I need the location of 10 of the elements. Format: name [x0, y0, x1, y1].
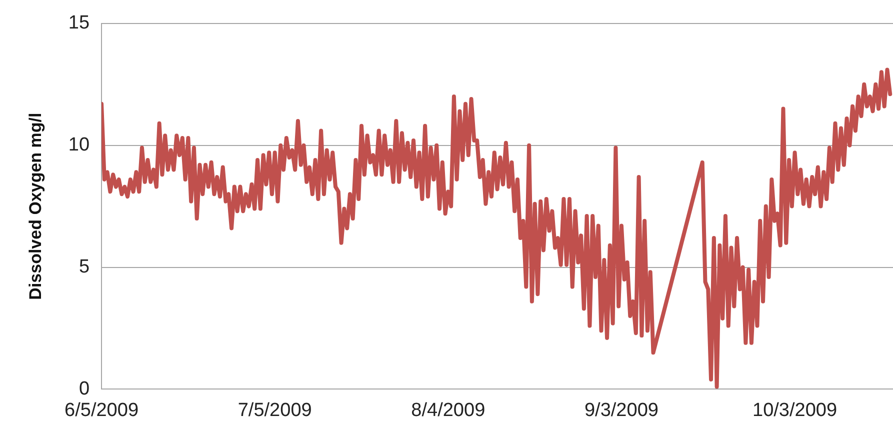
x-tick-label: 6/5/2009 [64, 400, 139, 421]
x-tick-label: 8/4/2009 [411, 400, 486, 421]
y-tick-label: 0 [78, 378, 90, 400]
y-tick-label: 10 [68, 134, 90, 156]
x-tick-label: 10/3/2009 [752, 400, 838, 421]
x-tick-label: 9/3/2009 [584, 400, 658, 421]
y-axis-title: Dissolved Oxygen mg/l [26, 112, 45, 300]
x-tick-label: 7/5/2009 [238, 400, 312, 421]
y-tick-label: 15 [68, 12, 90, 34]
y-tick-label: 5 [78, 256, 90, 278]
